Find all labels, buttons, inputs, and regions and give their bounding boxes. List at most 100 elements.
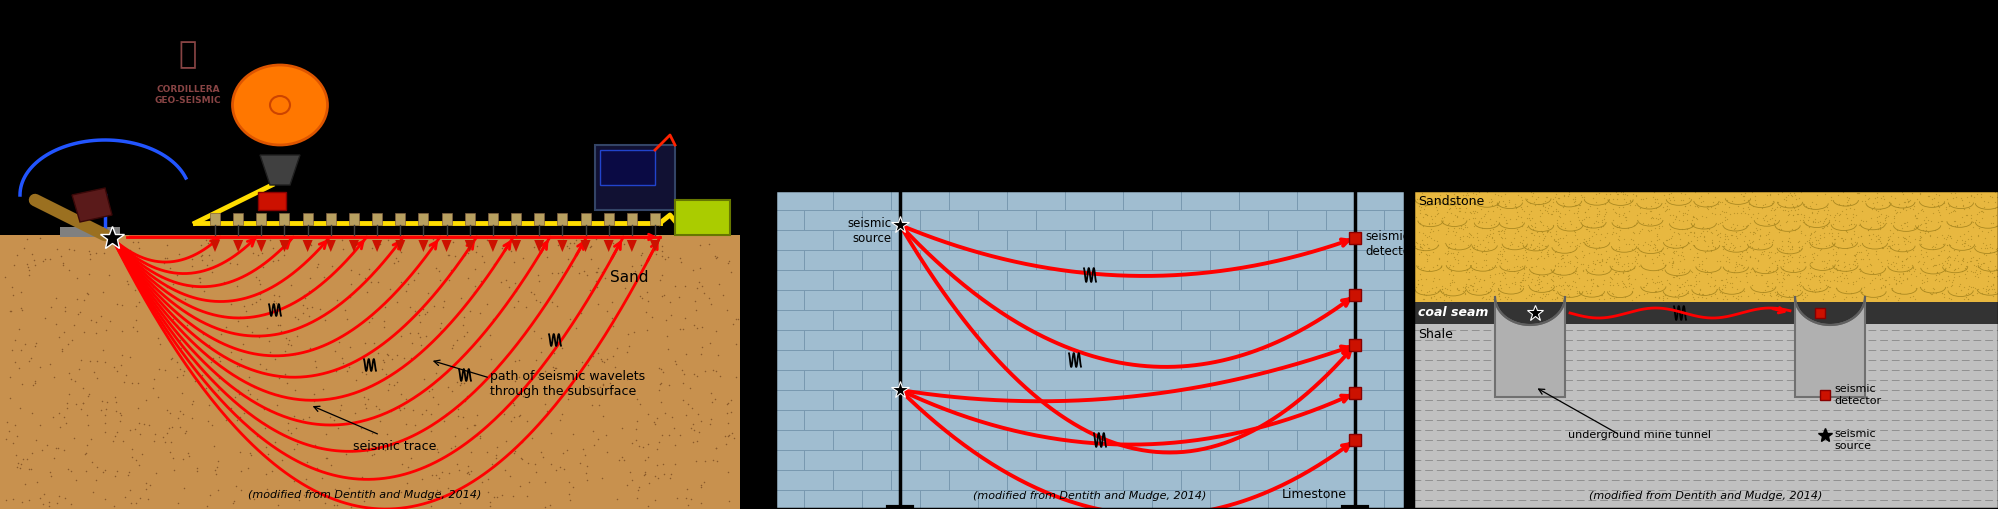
Text: Sand: Sand	[609, 270, 647, 285]
Point	[1411, 201, 1443, 209]
Point	[717, 320, 749, 328]
Point	[1802, 244, 1834, 252]
Point	[1708, 230, 1740, 238]
Point	[1798, 272, 1830, 280]
Point	[1904, 190, 1936, 199]
Point	[200, 466, 232, 474]
Point	[1768, 193, 1800, 202]
Point	[472, 474, 503, 483]
Point	[1808, 190, 1840, 198]
Point	[1556, 262, 1588, 270]
Point	[122, 379, 154, 387]
Point	[1886, 204, 1918, 212]
Point	[1514, 207, 1546, 215]
Point	[1948, 274, 1980, 282]
Point	[1824, 269, 1856, 277]
Point	[1500, 191, 1532, 199]
Point	[1526, 230, 1558, 238]
Point	[250, 470, 282, 478]
Point	[625, 261, 657, 269]
Point	[1714, 231, 1746, 239]
Point	[1770, 258, 1802, 266]
Point	[1648, 261, 1680, 269]
Point	[1431, 208, 1463, 216]
Point	[300, 357, 332, 365]
Point	[442, 378, 474, 386]
Point	[1744, 271, 1776, 279]
Point	[1656, 258, 1688, 266]
Point	[1614, 280, 1646, 288]
Point	[1884, 188, 1916, 196]
Point	[20, 340, 52, 348]
Point	[1411, 288, 1443, 296]
Point	[1870, 236, 1902, 244]
Point	[1544, 254, 1576, 263]
Point	[156, 354, 188, 362]
Point	[1942, 272, 1974, 280]
Point	[1820, 266, 1852, 274]
Point	[442, 412, 474, 420]
Point	[1574, 267, 1606, 275]
Point	[1481, 201, 1512, 209]
Point	[673, 384, 705, 392]
Point	[1902, 257, 1934, 265]
Point	[1794, 269, 1826, 277]
Point	[1782, 278, 1814, 286]
Point	[1762, 225, 1794, 234]
Point	[1890, 237, 1922, 245]
Point	[1864, 283, 1896, 291]
Point	[1728, 256, 1760, 264]
Point	[298, 389, 330, 398]
Point	[1772, 292, 1804, 300]
Point	[1736, 237, 1768, 245]
Point	[1526, 264, 1558, 272]
Point	[1471, 256, 1502, 264]
Point	[1706, 276, 1738, 284]
Point	[1880, 259, 1912, 267]
Point	[549, 242, 581, 250]
Point	[643, 379, 675, 387]
Point	[1760, 290, 1792, 298]
Point	[1756, 267, 1788, 275]
Point	[1588, 205, 1620, 213]
Point	[66, 405, 98, 413]
Point	[1672, 201, 1704, 209]
Point	[1864, 258, 1896, 266]
Point	[54, 375, 86, 383]
Point	[1816, 213, 1848, 221]
Point	[1842, 274, 1874, 282]
Point	[298, 397, 330, 405]
Point	[1888, 206, 1920, 214]
Point	[1896, 263, 1928, 271]
Point	[0, 373, 26, 381]
Point	[54, 390, 86, 399]
Point	[1572, 249, 1604, 258]
Point	[1508, 242, 1540, 250]
Point	[1628, 281, 1660, 289]
Point	[1810, 275, 1842, 284]
Point	[288, 291, 320, 299]
Point	[1956, 217, 1988, 225]
Point	[1457, 285, 1489, 293]
Point	[567, 381, 599, 389]
Point	[1465, 214, 1497, 222]
Point	[1680, 253, 1712, 262]
Point	[1846, 255, 1878, 263]
Point	[1978, 204, 1998, 212]
Point	[1762, 292, 1794, 300]
Point	[1814, 211, 1846, 219]
Point	[418, 302, 450, 310]
Point	[1706, 251, 1738, 259]
Point	[330, 450, 362, 459]
Point	[1417, 263, 1449, 271]
Point	[8, 455, 40, 463]
Point	[1706, 241, 1738, 249]
Point	[184, 278, 216, 286]
Point	[1764, 237, 1796, 245]
Point	[110, 371, 142, 379]
Point	[1457, 282, 1489, 291]
Point	[324, 338, 356, 346]
Point	[1461, 208, 1493, 216]
Point	[1908, 222, 1940, 231]
Point	[1550, 290, 1582, 298]
